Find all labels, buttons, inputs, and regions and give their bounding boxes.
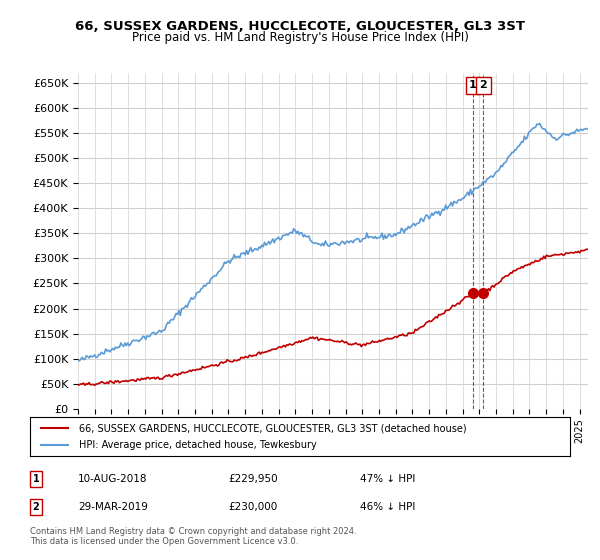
Text: 29-MAR-2019: 29-MAR-2019	[78, 502, 148, 512]
Text: 66, SUSSEX GARDENS, HUCCLECOTE, GLOUCESTER, GL3 3ST (detached house): 66, SUSSEX GARDENS, HUCCLECOTE, GLOUCEST…	[79, 423, 466, 433]
Text: 47% ↓ HPI: 47% ↓ HPI	[360, 474, 415, 484]
Text: £229,950: £229,950	[228, 474, 278, 484]
Text: 1: 1	[469, 80, 476, 90]
Text: 2: 2	[479, 80, 487, 90]
Text: Price paid vs. HM Land Registry's House Price Index (HPI): Price paid vs. HM Land Registry's House …	[131, 31, 469, 44]
Text: 66, SUSSEX GARDENS, HUCCLECOTE, GLOUCESTER, GL3 3ST: 66, SUSSEX GARDENS, HUCCLECOTE, GLOUCEST…	[75, 20, 525, 32]
Text: Contains HM Land Registry data © Crown copyright and database right 2024.
This d: Contains HM Land Registry data © Crown c…	[30, 526, 356, 546]
Text: HPI: Average price, detached house, Tewkesbury: HPI: Average price, detached house, Tewk…	[79, 440, 316, 450]
Text: £230,000: £230,000	[228, 502, 277, 512]
Text: 10-AUG-2018: 10-AUG-2018	[78, 474, 148, 484]
Text: 1: 1	[32, 474, 40, 484]
Text: 46% ↓ HPI: 46% ↓ HPI	[360, 502, 415, 512]
Text: 2: 2	[32, 502, 40, 512]
